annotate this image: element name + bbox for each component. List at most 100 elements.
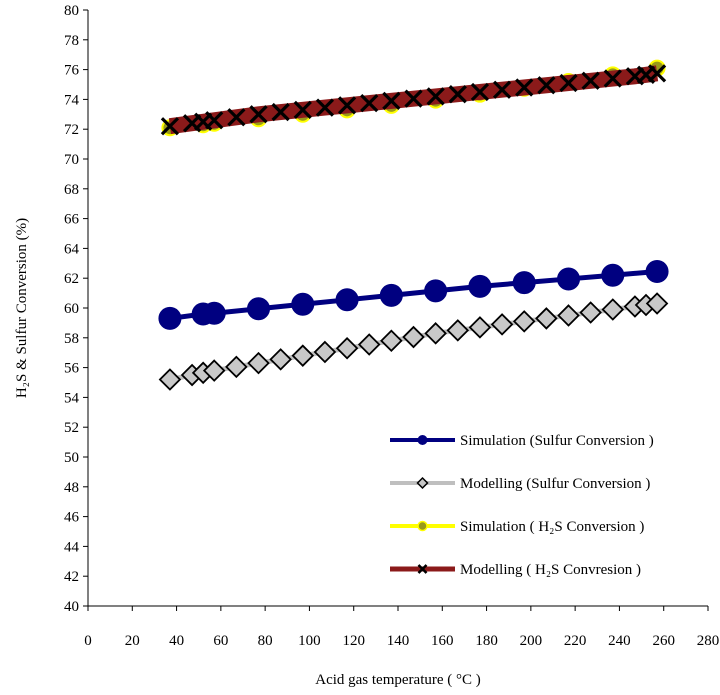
data-point [158, 368, 182, 391]
x-tick-label: 280 [697, 633, 720, 649]
x-tick-label: 80 [258, 633, 273, 649]
y-tick-label: 74 [64, 92, 80, 108]
data-point [603, 69, 622, 88]
y-tick-label: 54 [64, 390, 80, 406]
data-point [579, 301, 602, 324]
data-point [426, 87, 445, 106]
data-point [470, 82, 490, 102]
data-point [160, 117, 180, 136]
y-tick-label: 42 [64, 569, 79, 585]
data-point [291, 344, 315, 367]
data-point [490, 313, 514, 336]
y-tick-label: 44 [64, 539, 80, 555]
data-point [535, 307, 558, 330]
data-point [448, 85, 467, 104]
x-axis-label: Acid gas temperature ( °C ) [315, 672, 481, 688]
data-point [335, 288, 359, 312]
data-point [446, 319, 470, 342]
data-point [382, 91, 401, 111]
x-tick-label: 120 [342, 633, 365, 649]
data-point [468, 274, 492, 298]
data-point [424, 322, 447, 345]
y-tick-label: 56 [64, 361, 80, 377]
x-tick-label: 180 [475, 633, 498, 649]
data-point [247, 297, 270, 321]
data-point [271, 102, 290, 122]
legend-label: Modelling ( H₂S Convresion ) [460, 562, 641, 578]
y-tick-label: 40 [64, 599, 79, 615]
data-point [357, 333, 381, 356]
data-point [247, 351, 270, 375]
y-axis-label: H₂S & Sulfur Conversion (%) [14, 218, 30, 398]
data-point [601, 263, 625, 287]
x-tick-label: 100 [298, 633, 321, 649]
x-tick-label: 260 [652, 633, 675, 649]
legend-marker [417, 564, 428, 574]
data-point [468, 316, 492, 339]
y-tick-label: 50 [64, 450, 79, 466]
data-point [557, 304, 580, 327]
data-point [512, 271, 536, 295]
legend-entry: Simulation ( H₂S Conversion ) [390, 519, 644, 535]
data-point [515, 78, 534, 97]
series-2 [158, 292, 669, 391]
y-tick-label: 76 [64, 63, 80, 79]
series-layer [158, 59, 669, 391]
y-tick-label: 48 [64, 480, 79, 496]
data-point [645, 292, 669, 315]
data-point [492, 80, 512, 99]
y-tick-label: 72 [64, 122, 79, 138]
data-point [537, 76, 556, 95]
data-point [380, 329, 403, 353]
legend-marker [417, 435, 428, 445]
data-point [205, 111, 224, 130]
legend-label: Simulation ( H₂S Conversion ) [460, 519, 644, 535]
legend-marker [417, 520, 428, 532]
data-point [269, 348, 292, 371]
y-tick-label: 68 [64, 182, 79, 198]
y-tick-label: 52 [64, 420, 79, 436]
legend-label: Modelling (Sulfur Conversion ) [460, 476, 650, 492]
data-point [601, 298, 625, 321]
data-point [647, 64, 667, 83]
data-point [293, 100, 312, 119]
data-point [291, 292, 315, 316]
data-point [202, 359, 226, 382]
y-tick-label: 78 [64, 33, 79, 49]
x-tick-label: 60 [213, 633, 228, 649]
legend-marker [416, 476, 429, 490]
series-4 [160, 64, 667, 136]
data-point [315, 98, 335, 117]
data-point [559, 73, 578, 93]
x-tick-label: 220 [564, 633, 587, 649]
x-tick-label: 40 [169, 633, 184, 649]
x-tick-label: 0 [84, 633, 92, 649]
data-point [402, 325, 425, 349]
data-point [313, 340, 337, 364]
data-point [557, 267, 580, 291]
legend-entry: Modelling ( H₂S Convresion ) [390, 562, 641, 578]
x-tick-label: 160 [431, 633, 454, 649]
data-point [225, 355, 248, 379]
data-point [249, 105, 268, 124]
legend-entry: Modelling (Sulfur Conversion ) [390, 476, 650, 492]
x-tick-label: 200 [520, 633, 543, 649]
data-point [424, 279, 448, 303]
legend: Simulation (Sulfur Conversion ) Modelling… [390, 433, 654, 578]
y-tick-label: 46 [64, 510, 80, 526]
y-tick-label: 58 [64, 331, 79, 347]
data-point [335, 336, 359, 360]
data-point [227, 108, 246, 127]
data-point [360, 93, 379, 113]
data-point [379, 283, 403, 307]
y-tick-label: 66 [64, 212, 80, 228]
data-point [512, 310, 536, 333]
data-point [645, 259, 669, 283]
y-tick-label: 60 [64, 301, 79, 317]
x-tick-label: 20 [125, 633, 140, 649]
axes: 40 42 44 46 48 50 52 54 56 58 60 62 64 66 68 70 72 74 76 78… [64, 3, 719, 649]
y-tick-label: 70 [64, 152, 79, 168]
data-point [404, 89, 423, 108]
y-tick-label: 80 [64, 3, 79, 19]
